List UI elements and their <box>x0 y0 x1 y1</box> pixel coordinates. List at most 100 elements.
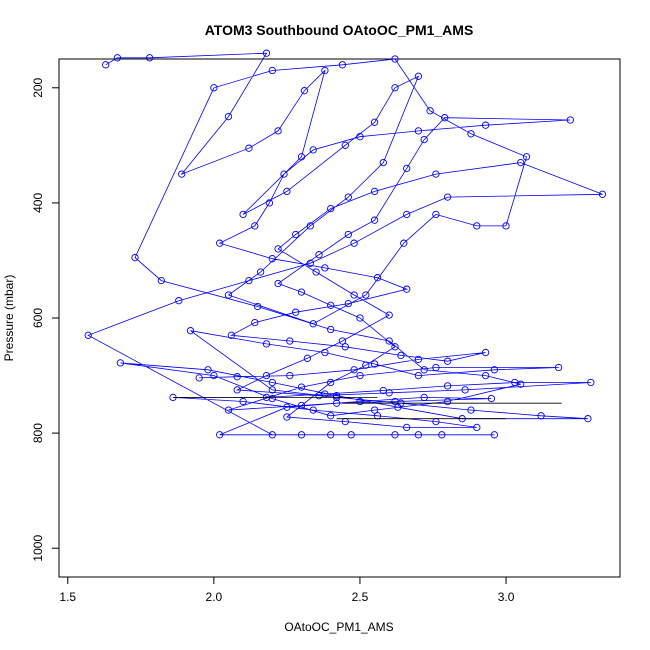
data-point <box>370 216 379 224</box>
data-point <box>391 84 399 92</box>
data-point <box>584 415 592 423</box>
data-point <box>420 393 428 402</box>
data-point <box>391 55 399 63</box>
data-point <box>204 366 212 374</box>
data-point <box>566 116 574 124</box>
data-point <box>481 121 490 129</box>
data-point <box>84 331 92 339</box>
data-point <box>251 222 259 230</box>
data-point <box>379 386 387 395</box>
data-point <box>306 222 314 230</box>
data-point <box>461 386 469 394</box>
data-point <box>373 274 382 282</box>
data-point <box>344 299 352 308</box>
data-point <box>414 355 423 364</box>
data-point <box>438 431 446 439</box>
data-point <box>391 343 399 351</box>
data-point <box>286 371 294 380</box>
data-point <box>481 371 490 380</box>
data-point <box>432 363 440 372</box>
data-point <box>490 366 499 374</box>
data-point <box>186 327 195 335</box>
chart-title: ATOM3 Southbound OAtoOC_PM1_AMS <box>205 22 474 38</box>
data-point <box>432 170 440 178</box>
data-point <box>145 54 154 62</box>
series-layer <box>84 49 607 439</box>
data-point <box>321 264 329 272</box>
data-point <box>327 412 335 420</box>
data-point <box>511 378 519 387</box>
y-tick-label: 200 <box>31 77 45 97</box>
data-point <box>391 431 399 439</box>
data-point <box>391 397 399 406</box>
data-point <box>350 291 358 299</box>
data-point <box>216 431 224 439</box>
data-point <box>280 170 288 178</box>
data-point <box>268 255 276 263</box>
data-point <box>309 320 317 328</box>
x-tick-label: 1.5 <box>59 590 76 604</box>
data-point <box>370 360 379 368</box>
data-point <box>481 348 490 357</box>
data-point <box>283 403 291 411</box>
data-point <box>350 366 358 374</box>
data-point <box>403 210 411 219</box>
data-point <box>338 337 347 345</box>
data-point <box>233 386 241 394</box>
data-point <box>283 187 291 196</box>
data-point <box>443 397 452 406</box>
data-point <box>245 276 253 285</box>
data-point <box>239 397 247 406</box>
data-point <box>216 239 224 247</box>
data-point <box>397 351 405 360</box>
data-point <box>426 107 434 115</box>
y-tick-label: 800 <box>31 423 45 443</box>
data-point <box>268 386 276 394</box>
data-point <box>224 291 233 299</box>
data-point <box>327 301 335 309</box>
data-point <box>175 297 183 305</box>
x-axis: 1.5 2.0 2.5 3.0 <box>59 576 515 604</box>
data-point <box>227 331 236 339</box>
data-point <box>473 222 481 230</box>
y-tick-label: 1000 <box>31 535 45 562</box>
data-point <box>245 144 253 152</box>
data-point <box>265 199 274 207</box>
data-point <box>385 337 393 345</box>
data-point <box>414 72 423 80</box>
data-point <box>403 164 411 173</box>
data-point <box>487 394 496 403</box>
data-point <box>370 118 379 126</box>
data-point <box>254 302 262 311</box>
data-point <box>338 61 347 69</box>
data-point <box>420 366 428 374</box>
data-point <box>370 187 379 196</box>
data-point <box>441 114 449 122</box>
data-point <box>306 259 314 267</box>
data-point <box>327 431 335 439</box>
data-point <box>268 431 276 439</box>
data-point <box>321 66 329 75</box>
data-point <box>467 130 475 138</box>
data-point <box>362 291 370 299</box>
data-point <box>300 87 309 95</box>
data-point <box>262 340 271 348</box>
data-point <box>297 401 306 410</box>
data-point <box>537 412 545 420</box>
data-point <box>312 268 320 276</box>
data-point <box>443 193 452 201</box>
data-point <box>292 230 300 239</box>
x-axis-label: OAtoOC_PM1_AMS <box>284 620 393 634</box>
x-tick-label: 3.0 <box>498 590 515 604</box>
data-point <box>517 158 525 167</box>
data-point <box>178 170 186 178</box>
data-point <box>233 373 241 381</box>
data-point <box>256 268 265 276</box>
data-point <box>283 413 291 421</box>
data-point <box>309 406 317 414</box>
data-point <box>224 112 233 121</box>
data-point <box>598 190 607 198</box>
data-point <box>443 382 452 390</box>
data-point <box>321 348 329 357</box>
